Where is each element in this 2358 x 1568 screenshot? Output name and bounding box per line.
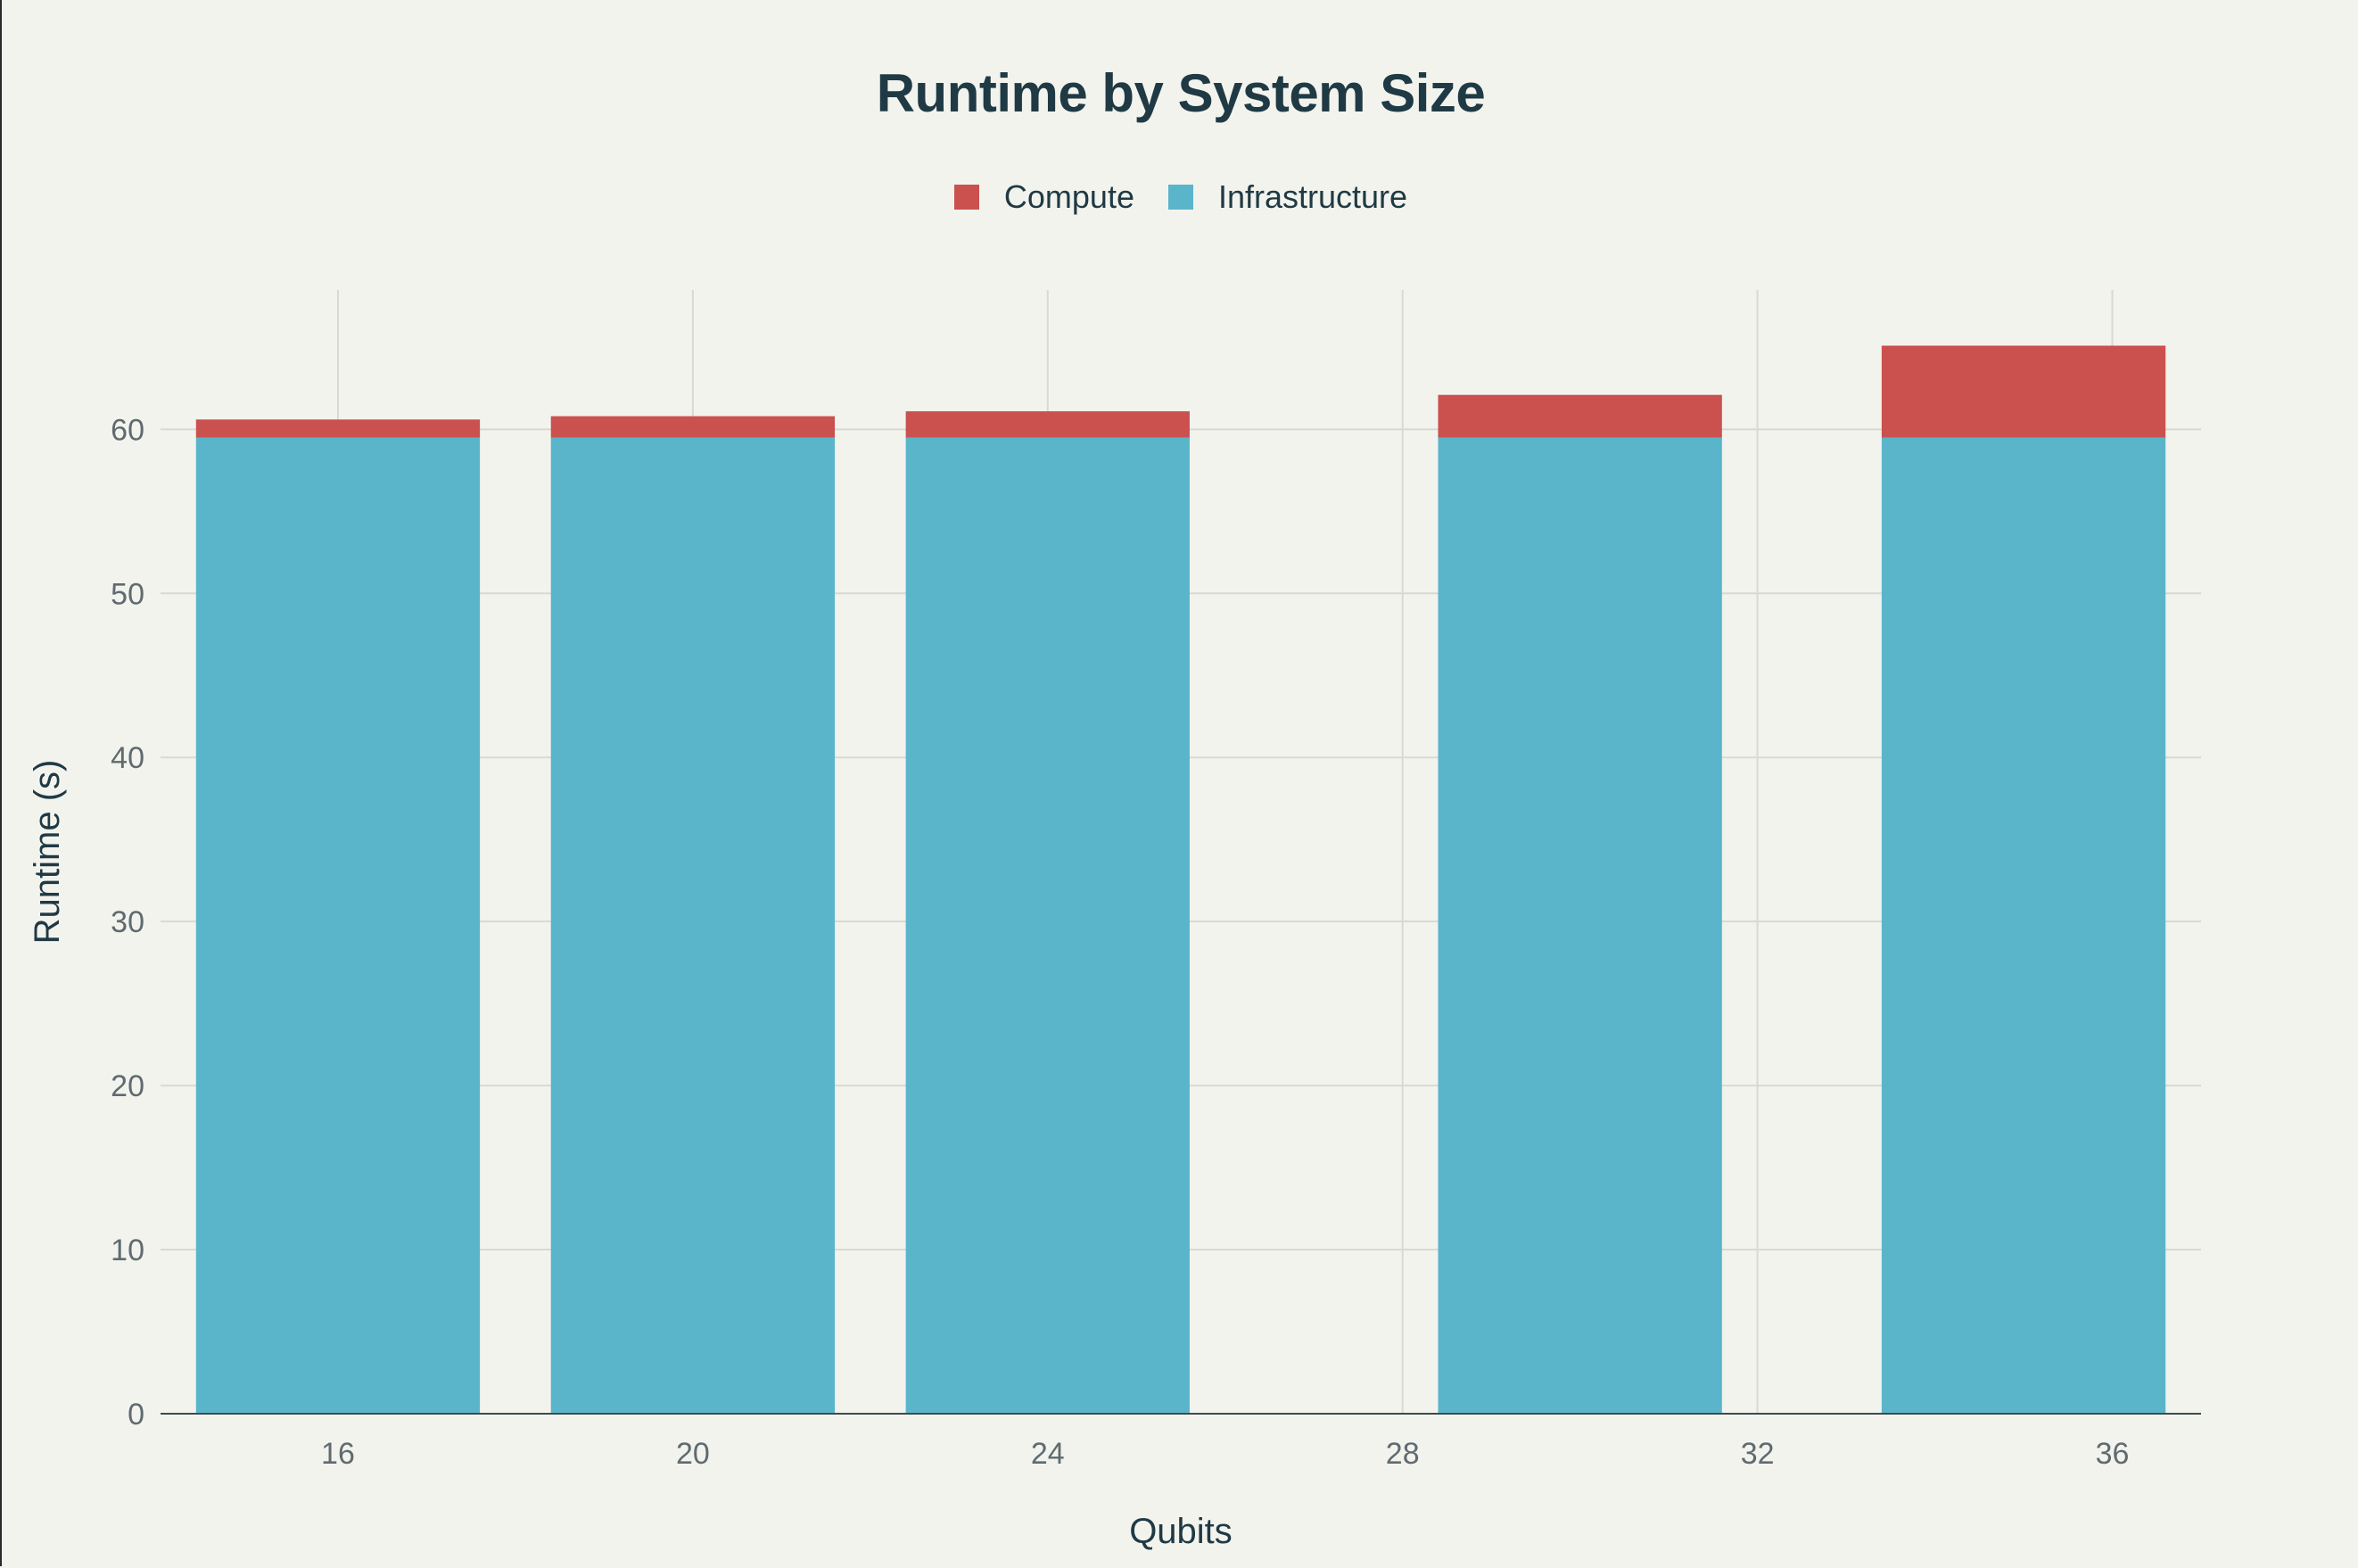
y-tick-label: 30	[111, 905, 144, 939]
legend-item-compute[interactable]: Compute	[953, 178, 1134, 216]
chart-title: Runtime by System Size	[876, 63, 1486, 123]
y-tick-label: 20	[111, 1069, 144, 1103]
x-tick-label: 24	[1031, 1437, 1065, 1471]
y-axis-title: Runtime (s)	[28, 760, 67, 945]
x-tick-label: 20	[676, 1437, 710, 1471]
bar-infrastructure-35	[1881, 437, 2166, 1414]
bar-compute-16	[195, 419, 481, 438]
axes: 0 10 20 30 40 50 60 16 20 24 28 32 36	[111, 413, 2201, 1471]
y-tick-label: 0	[128, 1398, 144, 1432]
legend-swatch-compute	[953, 185, 979, 210]
bar-compute-30	[1438, 394, 1722, 438]
y-tick-label: 60	[111, 413, 144, 447]
x-axis-title: Qubits	[1129, 1512, 1233, 1551]
bar-infrastructure-16	[195, 437, 481, 1414]
bar-compute-20	[550, 416, 836, 438]
x-tick-label: 16	[321, 1437, 355, 1471]
y-tick-label: 50	[111, 577, 144, 611]
y-tick-label: 40	[111, 741, 144, 775]
bar-compute-24	[905, 411, 1190, 438]
bar-infrastructure-20	[550, 437, 836, 1414]
legend-swatch-infrastructure	[1167, 185, 1193, 210]
x-tick-label: 28	[1386, 1437, 1420, 1471]
bar-infrastructure-24	[905, 437, 1190, 1414]
y-tick-label: 10	[111, 1234, 144, 1267]
x-tick-label: 32	[1741, 1437, 1775, 1471]
bar-infrastructure-30	[1438, 437, 1722, 1414]
legend-item-infrastructure[interactable]: Infrastructure	[1167, 178, 1408, 216]
bars	[195, 345, 2166, 1414]
chart-legend: Compute Infrastructure	[2, 178, 2358, 216]
bar-compute-35	[1881, 345, 2166, 438]
legend-label-infrastructure: Infrastructure	[1217, 178, 1408, 215]
legend-label-compute: Compute	[1003, 178, 1134, 215]
x-tick-label: 36	[2096, 1437, 2130, 1471]
